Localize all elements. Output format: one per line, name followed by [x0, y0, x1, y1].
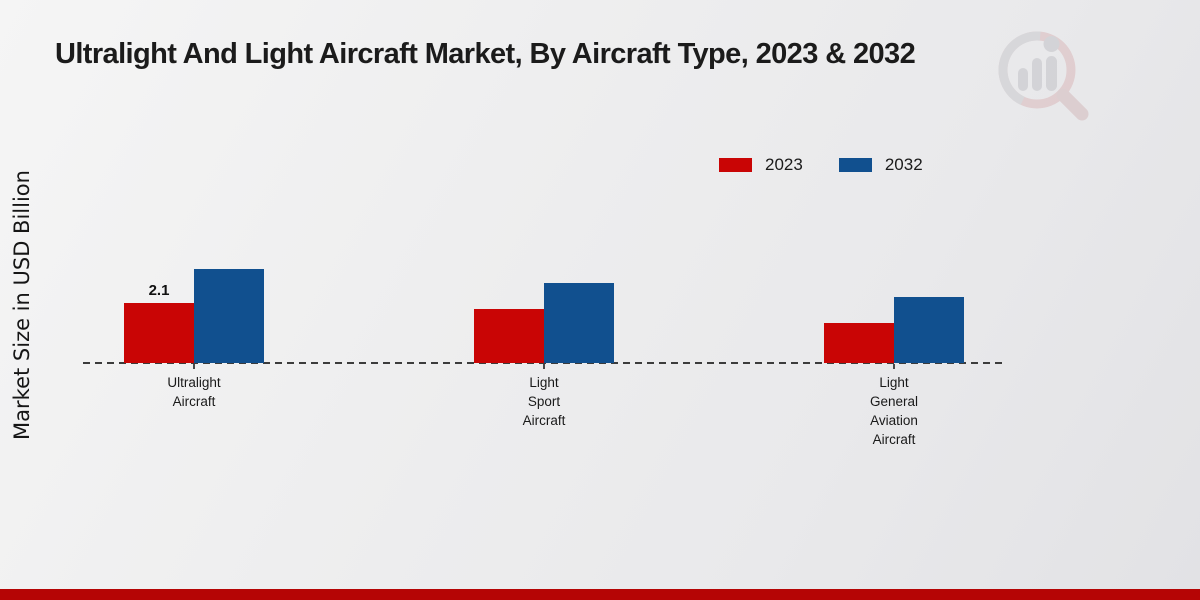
bar-value-label: 2.1: [148, 282, 170, 299]
x-tick-label: Ultralight Aircraft: [167, 375, 221, 409]
legend-swatch: [838, 158, 872, 172]
bar-2023-1: [124, 303, 194, 363]
bar-2032-3: [894, 297, 964, 363]
bar-2023-2: [474, 308, 544, 363]
legend-label: 2032: [884, 155, 923, 174]
x-tick-label: Light General Aviation Aircraft: [869, 375, 919, 447]
x-axis-baseline: [83, 362, 1007, 364]
magnifier-logo-icon: [998, 31, 1089, 121]
x-axis-tick: [893, 364, 895, 369]
legend-swatch: [719, 158, 752, 172]
x-axis-tick: [543, 364, 545, 369]
legend-item-2032: 2032: [838, 155, 923, 175]
legend: 2023 2032: [719, 155, 923, 175]
legend-item-2023: 2023: [719, 155, 803, 175]
x-tick-label: Light Sport Aircraft: [522, 375, 566, 428]
bar-2032-1: [194, 268, 264, 363]
footer-accent-bar: [0, 589, 1200, 600]
chart-title: Ultralight And Light Aircraft Market, By…: [55, 38, 916, 70]
y-axis-label: Market Size in USD Billion: [10, 170, 34, 440]
x-axis-tick: [193, 364, 195, 369]
bar-2023-3: [824, 323, 894, 363]
bar-2032-2: [544, 283, 614, 363]
legend-label: 2023: [765, 155, 803, 174]
